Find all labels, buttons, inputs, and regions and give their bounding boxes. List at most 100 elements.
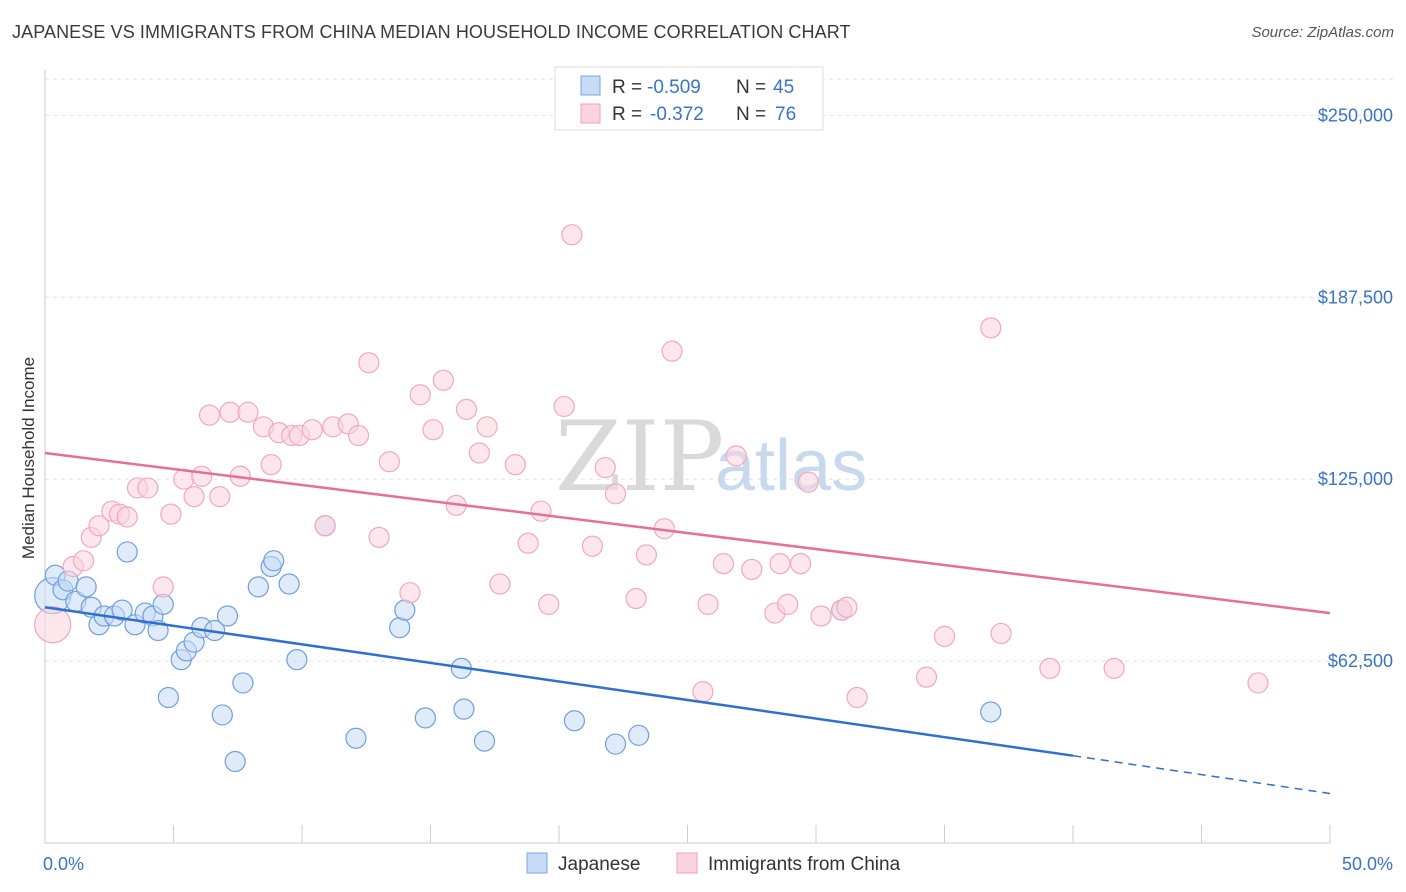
japanese-point — [211, 704, 233, 726]
china-point — [789, 552, 812, 575]
bottom-legend-label-china: Immigrants from China — [708, 854, 901, 875]
china-point — [594, 456, 616, 479]
china-point — [409, 384, 431, 406]
china-point — [1039, 657, 1061, 679]
china-point — [347, 424, 370, 447]
correlation-legend: R = -0.509 N = 45 R = -0.372 N = 76 — [554, 66, 824, 131]
china-point — [219, 401, 241, 423]
japanese-point — [116, 541, 138, 563]
china-point — [72, 550, 95, 572]
japanese-point — [286, 649, 308, 671]
china-point — [314, 515, 336, 537]
china-point — [422, 419, 444, 441]
china-point — [137, 477, 159, 499]
china-point — [152, 576, 174, 598]
china-point — [1247, 672, 1269, 694]
trend-lines — [44, 451, 1331, 795]
bottom-legend-swatch-japanese — [526, 852, 548, 874]
y-axis-tick-labels: $62,500 $125,000 $187,500 $250,000 — [1318, 105, 1393, 671]
china-point — [530, 500, 552, 522]
china-point — [237, 401, 259, 423]
japanese-point — [980, 701, 1002, 723]
japanese-trend-line — [44, 606, 1074, 757]
china-point — [1103, 657, 1125, 679]
china-point — [468, 442, 490, 464]
watermark-atlas: atlas — [715, 426, 867, 506]
japanese-point — [563, 710, 586, 732]
x-axis-ticks — [173, 825, 1331, 843]
china-point — [712, 552, 735, 575]
japanese-point — [604, 733, 627, 755]
bottom-legend-swatch-china — [676, 852, 698, 874]
y-tick-label: $125,000 — [1318, 469, 1393, 489]
y-tick-label: $62,500 — [1328, 651, 1393, 671]
china-point — [797, 471, 819, 493]
china-point — [933, 625, 956, 647]
china-point — [368, 526, 390, 549]
japanese-point — [216, 605, 239, 627]
china-point — [625, 587, 647, 610]
y-tick-label: $187,500 — [1318, 287, 1393, 307]
china-point — [504, 454, 526, 476]
china-point — [741, 558, 763, 581]
legend-n-value-china: 76 — [775, 104, 796, 125]
legend-r-label-japanese: R = — [612, 77, 642, 98]
china-point — [455, 398, 478, 420]
china-point — [538, 593, 560, 615]
china-point — [846, 686, 868, 709]
china-point — [980, 317, 1002, 339]
china-point — [990, 622, 1012, 645]
china-point — [191, 465, 213, 487]
y-tick-label: $250,000 — [1318, 105, 1393, 125]
china-point — [88, 515, 110, 537]
japanese-point — [232, 672, 254, 694]
japanese-point — [414, 707, 436, 729]
china-point — [198, 404, 221, 426]
china-point — [836, 596, 858, 618]
china-point — [432, 369, 454, 391]
japanese-point — [247, 576, 269, 598]
legend-n-value-japanese: 45 — [773, 77, 794, 98]
japanese-point — [111, 599, 133, 621]
series-legend: Japanese Immigrants from China — [526, 852, 901, 875]
china-point — [358, 352, 380, 374]
japanese-point — [75, 576, 97, 598]
japanese-point — [453, 698, 475, 720]
legend-swatch-china — [580, 103, 601, 124]
japanese-point — [263, 550, 285, 572]
china-point — [160, 503, 182, 525]
source-label: Source: ZipAtlas.com — [1251, 24, 1394, 41]
china-point — [725, 445, 747, 467]
legend-r-value-china: -0.372 — [650, 104, 704, 125]
china-point — [769, 552, 791, 575]
japanese-point — [394, 599, 416, 621]
legend-r-value-japanese: -0.509 — [647, 77, 701, 98]
china-point — [581, 535, 604, 557]
japanese-point — [224, 750, 246, 773]
japanese-point — [345, 727, 367, 749]
japanese-point — [157, 686, 179, 709]
japanese-point — [628, 724, 650, 746]
y-axis-label: Median Household Income — [19, 357, 38, 559]
japanese-point — [473, 730, 496, 752]
china-point — [517, 532, 539, 554]
china-point — [399, 582, 421, 604]
china-point — [915, 666, 938, 688]
x-tick-label-left: 0.0% — [43, 854, 84, 874]
china-trend-line — [44, 451, 1331, 615]
china-point — [777, 593, 799, 615]
china-point — [635, 544, 657, 566]
x-tick-label-right: 50.0% — [1342, 854, 1393, 874]
china-point — [260, 454, 282, 476]
legend-n-label-china: N = — [736, 104, 766, 125]
chart-title: JAPANESE VS IMMIGRANTS FROM CHINA MEDIAN… — [12, 22, 851, 42]
watermark: ZIP atlas — [555, 401, 867, 513]
watermark-zip: ZIP — [555, 401, 724, 513]
china-point — [183, 486, 205, 508]
grid-lines — [45, 78, 1395, 662]
legend-n-label-japanese: N = — [736, 77, 766, 98]
china-point — [209, 486, 231, 508]
legend-r-label-china: R = — [612, 104, 642, 125]
china-point — [301, 419, 323, 441]
